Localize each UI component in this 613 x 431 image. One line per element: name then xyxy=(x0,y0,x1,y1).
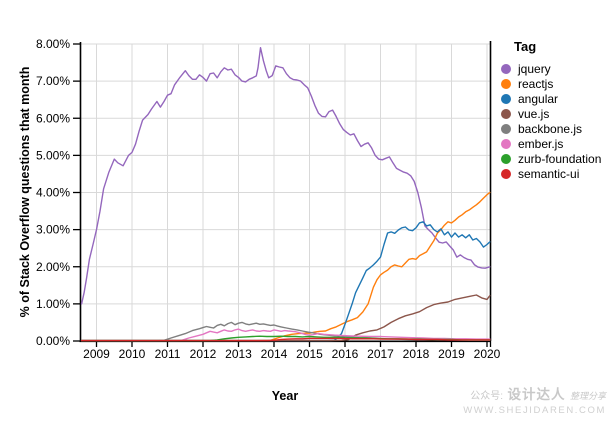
y-tick-label: 5.00% xyxy=(36,148,70,162)
legend-dot-ember.js xyxy=(501,138,511,149)
legend-item-vue.js[interactable]: vue.js xyxy=(501,106,601,121)
legend-dot-reactjs xyxy=(501,78,511,89)
x-tick-label: 2016 xyxy=(332,347,359,361)
legend: Tag jquery reactjs angular vue.js backbone.j… xyxy=(501,39,601,181)
watermark-suffix: 整理分享 xyxy=(569,391,606,401)
legend-dot-semantic-ui xyxy=(501,168,511,179)
y-tick-label: 8.00% xyxy=(36,37,70,51)
legend-label: backbone.js xyxy=(518,121,583,136)
x-tick-label: 2011 xyxy=(155,347,181,361)
legend-dot-angular xyxy=(501,93,511,104)
legend-dot-vue.js xyxy=(501,108,511,119)
y-tick-label: 1.00% xyxy=(36,297,70,311)
y-axis-title: % of Stack Overflow questions that month xyxy=(18,66,32,318)
x-tick-label: 2019 xyxy=(438,347,465,361)
series-line-angular xyxy=(80,221,491,342)
series-line-vue.js xyxy=(80,294,491,342)
legend-item-ember.js[interactable]: ember.js xyxy=(501,136,601,151)
watermark-prefix: 公众号: xyxy=(470,391,504,402)
series-line-ember.js xyxy=(80,328,491,342)
legend-label: vue.js xyxy=(518,106,550,121)
y-tick-label: 2.00% xyxy=(36,260,70,274)
y-tick-label: 7.00% xyxy=(36,74,70,88)
legend-label: ember.js xyxy=(518,136,564,151)
legend-label: jquery xyxy=(518,61,551,76)
x-tick-label: 2015 xyxy=(296,347,323,361)
legend-title: Tag xyxy=(514,39,537,54)
y-tick-label: 3.00% xyxy=(36,223,70,237)
watermark-brand: 设计达人 xyxy=(507,387,566,402)
watermark: 公众号: 设计达人 整理分享 WWW.SHEJIDAREN.COM xyxy=(463,388,606,417)
x-tick-label: 2018 xyxy=(403,347,430,361)
x-tick-label: 2020 xyxy=(474,347,501,361)
legend-item-backbone.js[interactable]: backbone.js xyxy=(501,121,601,136)
legend-label: angular xyxy=(518,91,559,106)
y-tick-label: 0.00% xyxy=(36,334,70,348)
watermark-line1: 公众号: 设计达人 整理分享 xyxy=(463,388,606,403)
x-tick-label: 2017 xyxy=(367,347,394,361)
series-line-jquery xyxy=(80,47,491,305)
x-tick-label: 2014 xyxy=(261,347,288,361)
legend-item-semantic-ui[interactable]: semantic-ui xyxy=(501,166,601,181)
legend-label: zurb-foundation xyxy=(518,151,602,166)
legend-dot-jquery xyxy=(501,63,511,74)
x-axis-title: Year xyxy=(271,389,299,403)
watermark-url: WWW.SHEJIDAREN.COM xyxy=(463,405,606,416)
y-tick-label: 6.00% xyxy=(36,111,70,125)
legend-items: jquery reactjs angular vue.js backbone.js emb… xyxy=(501,61,601,181)
legend-label: reactjs xyxy=(518,76,554,91)
legend-dot-backbone.js xyxy=(501,123,511,134)
legend-label: semantic-ui xyxy=(518,166,580,181)
x-tick-label: 2012 xyxy=(190,347,217,361)
x-tick-label: 2013 xyxy=(225,347,252,361)
x-tick-label: 2010 xyxy=(119,347,146,361)
legend-item-reactjs[interactable]: reactjs xyxy=(501,76,601,91)
legend-item-angular[interactable]: angular xyxy=(501,91,601,106)
series-line-semantic-ui xyxy=(80,337,491,342)
x-tick-label: 2009 xyxy=(83,347,110,361)
y-tick-label: 4.00% xyxy=(36,186,70,200)
legend-item-zurb-foundation[interactable]: zurb-foundation xyxy=(501,151,601,166)
legend-item-jquery[interactable]: jquery xyxy=(501,61,601,76)
legend-dot-zurb-foundation xyxy=(501,153,511,164)
